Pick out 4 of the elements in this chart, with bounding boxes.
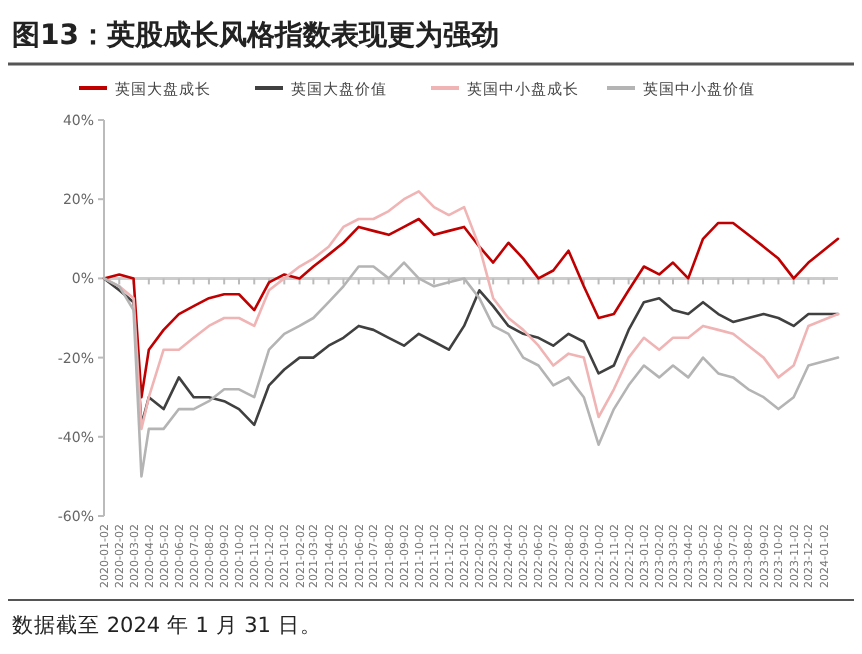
- line-series: [102, 277, 840, 427]
- chart-title: 图13：英股成长风格指数表现更为强劲: [12, 20, 499, 52]
- line-series: [102, 217, 840, 399]
- text: 数据截至 2024 年 1 月 31 日。: [12, 612, 322, 638]
